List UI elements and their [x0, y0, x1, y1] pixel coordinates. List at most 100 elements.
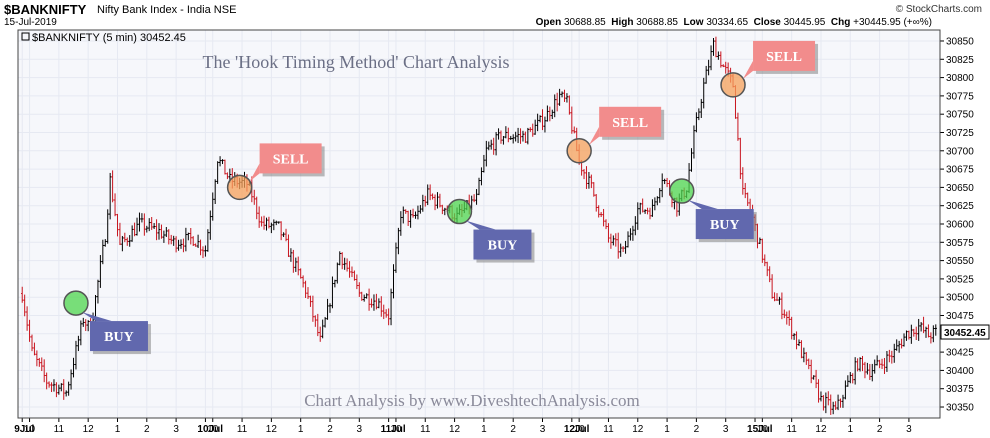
x-tick-label: 1: [481, 424, 487, 435]
sell-label: SELL: [612, 116, 648, 131]
sell-callout: [599, 106, 662, 137]
exchange-label: NSE: [213, 4, 237, 16]
x-tick-label: 2: [327, 424, 333, 435]
legend-text: $BANKNIFTY (5 min) 30452.45: [32, 32, 186, 44]
y-tick-label: 30675: [946, 165, 974, 176]
buy-label: BUY: [710, 218, 740, 233]
y-tick-label: 30850: [946, 36, 974, 47]
x-tick-label: 1: [664, 424, 670, 435]
x-tick-label: 11: [237, 424, 248, 435]
x-tick-label: 10Jul: [197, 424, 223, 435]
instrument-name: Nifty Bank Index - India NSE: [97, 4, 236, 16]
y-tick-label: 30350: [946, 403, 974, 414]
x-tick-label: 11: [54, 424, 65, 435]
x-tick-label: 3: [540, 424, 546, 435]
sell-label: SELL: [273, 152, 309, 167]
x-tick-label: 12: [83, 424, 95, 435]
y-tick-label: 30575: [946, 238, 974, 249]
x-tick-label: 1: [115, 424, 121, 435]
buy-callout: [695, 209, 754, 240]
x-tick-label: 11: [603, 424, 614, 435]
ohlc-readout: Open 30688.85 High 30688.85 Low 30334.65…: [536, 17, 932, 28]
x-tick-label: 3: [906, 424, 912, 435]
x-tick-label: 10: [207, 424, 219, 435]
chart-date: 15-Jul-2019: [4, 17, 57, 28]
x-tick-label: 11Jul: [381, 424, 406, 435]
x-tick-label: 2: [510, 424, 516, 435]
low-value: 30334.65: [706, 17, 749, 28]
x-tick-label: 3: [723, 424, 729, 435]
sell-label: SELL: [766, 50, 802, 65]
y-tick-label: 30550: [946, 256, 974, 267]
x-tick-label: 10: [757, 424, 769, 435]
callout-pointer: [81, 312, 112, 322]
legend-swatch: [21, 32, 30, 41]
x-tick-label: 2: [144, 424, 150, 435]
close-label: Close: [753, 17, 781, 28]
x-tick-label: 2: [694, 424, 700, 435]
sell-callout: [753, 40, 816, 71]
x-tick-label: 10: [390, 424, 402, 435]
y-tick-label: 30475: [946, 311, 974, 322]
watermark-text: Chart Analysis by www.DiveshtechAnalysis…: [304, 391, 640, 410]
callout-pointer: [589, 126, 600, 145]
last-price-box: [940, 324, 990, 340]
axes: 3035030375304003042530450304753050030525…: [14, 29, 990, 435]
callout-pointer: [687, 200, 718, 210]
buy-callout: [89, 321, 148, 352]
last-price-label: 30452.45: [944, 328, 986, 339]
y-tick-label: 30650: [946, 183, 974, 194]
high-label: High: [611, 17, 634, 28]
buy-signal-circle: [446, 198, 473, 225]
y-tick-label: 30825: [946, 55, 974, 66]
x-tick-label: 12: [632, 424, 644, 435]
y-tick-label: 30775: [946, 91, 974, 102]
y-tick-label: 30375: [946, 384, 974, 395]
y-tick-label: 30725: [946, 128, 974, 139]
y-tick-label: 30525: [946, 274, 974, 285]
instrument-name-text: Nifty Bank Index - India: [97, 4, 211, 16]
x-tick-label: 10: [24, 424, 36, 435]
low-label: Low: [683, 17, 704, 28]
x-tick-label: 12: [449, 424, 461, 435]
x-tick-label: 15Jul: [747, 424, 773, 435]
chg-label: Chg: [830, 17, 851, 28]
y-tick-label: 30700: [946, 146, 974, 157]
y-tick-label: 30625: [946, 201, 974, 212]
x-tick-label: 12: [815, 424, 827, 435]
x-tick-label: 2: [877, 424, 883, 435]
sell-signal-circle: [566, 138, 592, 164]
x-tick-label: 11: [420, 424, 431, 435]
x-tick-label: 9Jul: [14, 424, 34, 435]
buy-label: BUY: [104, 330, 134, 345]
sell-signal-circle: [226, 174, 253, 201]
x-tick-label: 3: [173, 424, 179, 435]
close-value: 30445.95: [783, 17, 826, 28]
callout-pointer: [743, 60, 754, 79]
x-tick-label: 11: [786, 424, 797, 435]
x-tick-label: 3: [357, 424, 363, 435]
y-tick-label: 30425: [946, 348, 974, 359]
x-tick-label: 12Jul: [564, 424, 590, 435]
high-value: 30688.85: [636, 17, 678, 28]
buy-label: BUY: [488, 239, 518, 254]
legend: $BANKNIFTY (5 min) 30452.45: [21, 32, 186, 44]
open-label: Open: [535, 17, 562, 28]
sell-signal-circle: [720, 72, 746, 98]
symbol-title: $BANKNIFTY: [4, 2, 87, 17]
y-tick-label: 30400: [946, 366, 974, 377]
plot-frame: [17, 29, 941, 419]
buy-signal-circle: [668, 178, 695, 204]
chart-title: The 'Hook Timing Method' Chart Analysis: [202, 52, 509, 72]
y-tick-label: 30600: [946, 220, 974, 231]
brand-link[interactable]: © StockCharts.com: [895, 4, 982, 15]
price-bars: [21, 36, 937, 415]
chg-value: +30445.95 (+∞%): [853, 17, 932, 28]
sell-callout: [259, 143, 322, 174]
signal-annotations: BUY SELL BUY SELL BUY SELL: [63, 40, 819, 355]
callout-pointer: [249, 163, 260, 182]
x-tick-label: 1: [848, 424, 854, 435]
x-tick-label: 1: [298, 424, 304, 435]
